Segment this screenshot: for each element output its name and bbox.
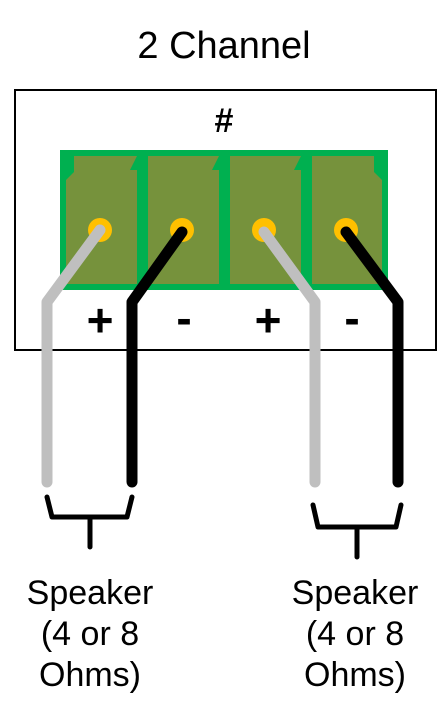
polarity-sign-1: +	[87, 294, 114, 346]
terminal-arrow-icon	[60, 150, 74, 180]
speaker2-bracket	[310, 502, 404, 560]
terminal-4-negative	[312, 150, 388, 284]
speaker2-label-line1: Speaker	[292, 574, 419, 612]
terminal-arrow-icon	[130, 150, 150, 284]
speaker2-label-line2: (4 or 8	[306, 615, 404, 653]
speaker2-label: Speaker (4 or 8 Ohms)	[292, 574, 419, 694]
wire-speaker2-negative	[340, 226, 404, 488]
speaker1-label-line2: (4 or 8	[41, 615, 139, 653]
wire-speaker1-positive	[41, 224, 106, 488]
speaker1-label-line1: Speaker	[27, 574, 154, 612]
speaker1-bracket	[44, 494, 135, 550]
wire-speaker2-positive	[258, 226, 321, 488]
terminal-arrow-icon	[294, 150, 314, 284]
polarity-sign-4: -	[344, 292, 359, 344]
terminal-arrow-icon	[374, 150, 388, 180]
terminal-block-label: #	[215, 102, 234, 140]
speaker1-label: Speaker (4 or 8 Ohms)	[27, 574, 154, 694]
terminal-arrow-icon	[212, 150, 232, 284]
speaker2-label-line3: Ohms)	[304, 656, 406, 694]
polarity-sign-2: -	[176, 292, 191, 344]
terminal-3-positive	[230, 150, 314, 284]
wire-speaker1-negative	[126, 226, 188, 488]
speaker1-label-line3: Ohms)	[39, 656, 141, 694]
polarity-sign-3: +	[255, 294, 282, 346]
diagram-title: 2 Channel	[137, 25, 310, 67]
terminal-block	[60, 150, 388, 290]
